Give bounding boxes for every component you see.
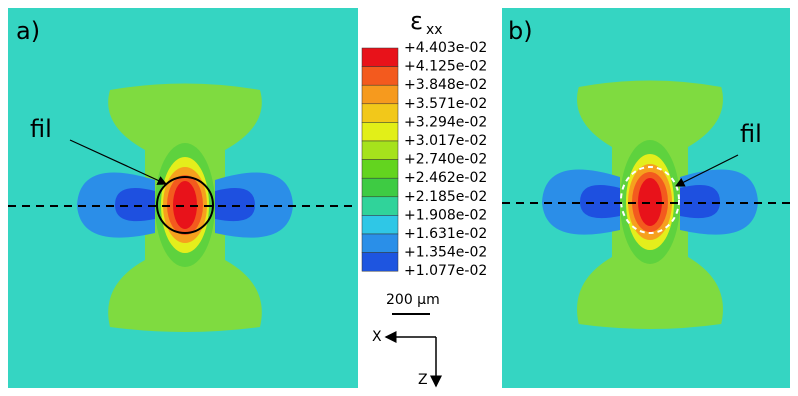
- legend-swatch: [361, 66, 399, 86]
- contour-b: [542, 80, 758, 329]
- contour-a: [77, 83, 293, 332]
- legend-label: +3.848e-02: [404, 77, 487, 93]
- panel-label: b): [508, 17, 533, 45]
- legend-label: +1.354e-02: [404, 245, 487, 261]
- legend-swatch: [361, 252, 399, 272]
- fil-outline: [620, 166, 680, 234]
- legend-swatch: [361, 84, 399, 105]
- contour: [580, 185, 720, 219]
- legend-swatch: [361, 103, 399, 123]
- axis-label: Z: [418, 372, 428, 388]
- legend-label: +4.403e-02: [404, 40, 487, 56]
- fil-outline: [156, 176, 214, 234]
- legend-title: ε: [410, 7, 423, 35]
- legend-label: +2.740e-02: [404, 152, 487, 168]
- panel-label: a): [16, 17, 40, 45]
- legend-label: +1.077e-02: [404, 263, 487, 279]
- legend-swatch: [361, 159, 399, 179]
- axis-label: X: [372, 329, 382, 345]
- legend-subscript: xx: [426, 22, 443, 38]
- legend-swatch: [361, 177, 399, 198]
- legend-label: +3.294e-02: [404, 114, 487, 130]
- arrow: [69, 139, 168, 185]
- legend-label: +2.185e-02: [404, 189, 487, 205]
- legend-swatch: [361, 47, 399, 67]
- scale-bar-label: 200 µm: [386, 292, 440, 308]
- legend-label: +4.125e-02: [404, 59, 487, 75]
- annotation: fil: [740, 120, 762, 148]
- legend-label: +1.908e-02: [404, 207, 487, 223]
- arrow: [674, 154, 739, 187]
- legend-swatch: [361, 140, 399, 160]
- legend-swatch: [361, 196, 399, 216]
- contour: [115, 188, 255, 222]
- legend-label: +3.571e-02: [404, 96, 487, 112]
- legend-label: +3.017e-02: [404, 133, 487, 149]
- legend: +4.403e-02 +4.125e-02 +3.848e-02 +3.571e-02…: [361, 40, 487, 279]
- annotation: fil: [30, 115, 52, 143]
- contour: [173, 181, 197, 229]
- legend-label: +1.631e-02: [404, 226, 487, 242]
- legend-swatch: [361, 233, 399, 253]
- legend-swatch: [361, 122, 399, 142]
- legend-label: +2.462e-02: [404, 170, 487, 186]
- legend-swatch: [361, 215, 399, 235]
